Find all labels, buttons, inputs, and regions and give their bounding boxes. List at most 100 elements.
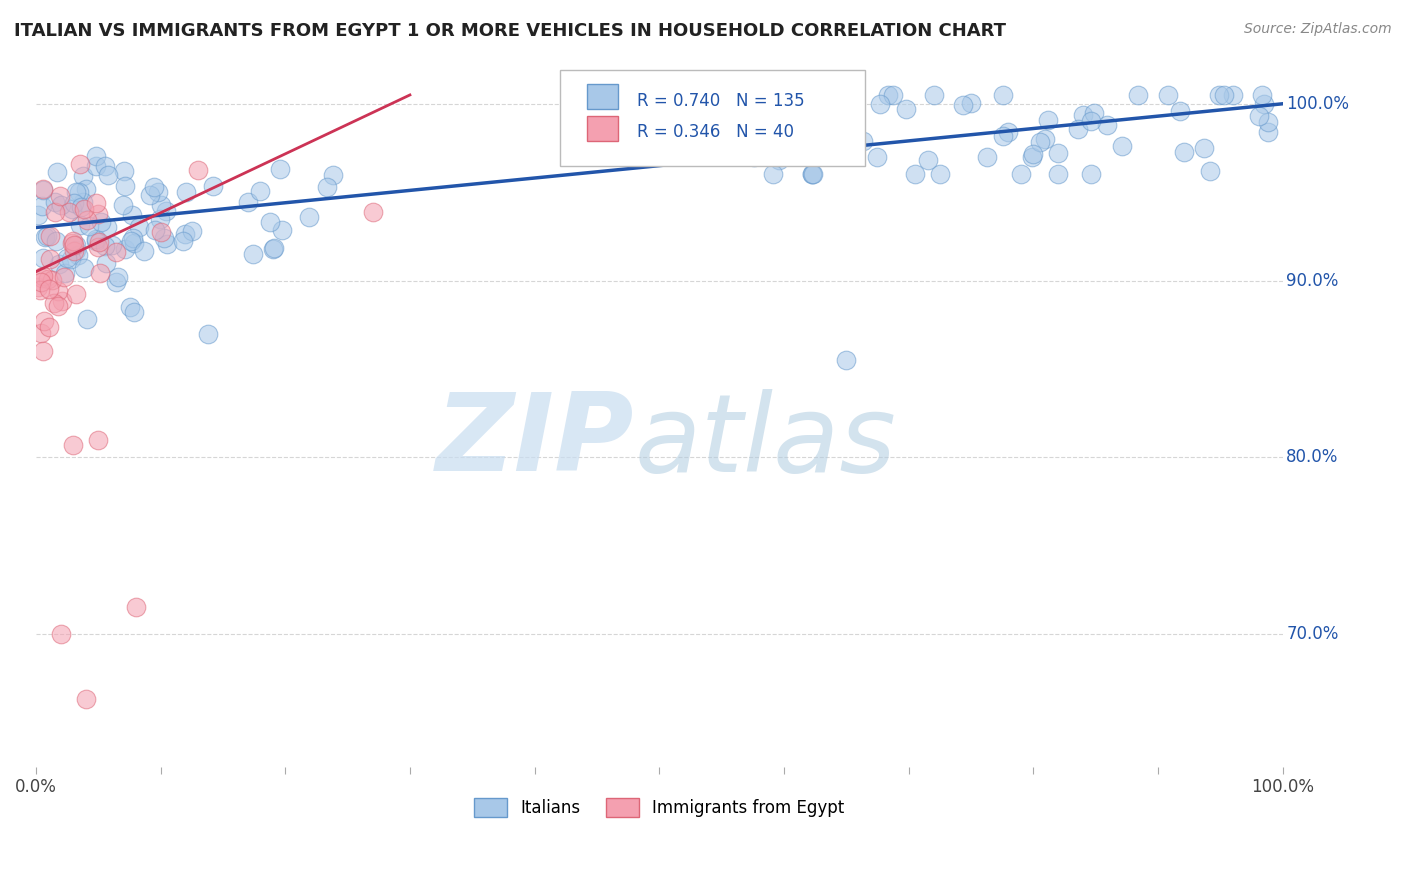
Text: R = 0.740   N = 135: R = 0.740 N = 135: [637, 92, 804, 110]
Point: [30, 326, 52, 340]
Point: [59, 252, 82, 266]
Point: [38, 319, 60, 334]
Point: [32, 252, 55, 266]
Point: [1111, 139, 1133, 153]
Point: [76, 213, 98, 227]
Point: [1067, 121, 1090, 136]
Point: [31, 268, 53, 283]
Point: [67, 186, 90, 200]
Point: [49, 627, 72, 641]
Point: [361, 205, 384, 219]
Point: [1257, 125, 1279, 139]
Point: [187, 163, 209, 178]
Point: [821, 96, 844, 111]
Point: [803, 168, 825, 182]
Bar: [586, 116, 619, 141]
Point: [112, 198, 135, 212]
Point: [84, 196, 107, 211]
Point: [976, 150, 998, 164]
Text: 80.0%: 80.0%: [1286, 449, 1339, 467]
Point: [120, 300, 142, 314]
Point: [46, 299, 69, 313]
Point: [31, 270, 53, 285]
Text: 100.0%: 100.0%: [1286, 95, 1350, 112]
Point: [37, 272, 59, 286]
Point: [32, 344, 55, 359]
Point: [93, 239, 115, 253]
Point: [30, 276, 52, 290]
Point: [49, 189, 72, 203]
Point: [39, 252, 62, 266]
Point: [1213, 87, 1236, 102]
Point: [1257, 114, 1279, 128]
Point: [150, 198, 173, 212]
Point: [72, 169, 94, 184]
Bar: [586, 85, 619, 109]
Point: [740, 129, 762, 144]
Point: [1173, 145, 1195, 160]
Point: [259, 215, 281, 229]
Point: [44, 205, 66, 219]
Point: [1022, 146, 1045, 161]
Point: [1033, 132, 1056, 146]
Point: [51, 293, 73, 308]
Point: [30, 283, 52, 297]
Point: [1080, 114, 1102, 128]
Point: [53, 269, 76, 284]
Point: [768, 153, 790, 168]
Point: [84, 159, 107, 173]
Point: [744, 150, 766, 164]
Point: [1157, 87, 1180, 102]
Point: [173, 227, 195, 241]
Point: [105, 275, 128, 289]
Point: [997, 125, 1019, 139]
Text: 90.0%: 90.0%: [1286, 271, 1339, 290]
Point: [1247, 109, 1270, 123]
Point: [143, 179, 166, 194]
Point: [73, 260, 96, 275]
Legend: Italians, Immigrants from Egypt: Italians, Immigrants from Egypt: [465, 789, 853, 825]
Point: [1021, 150, 1043, 164]
Point: [904, 168, 927, 182]
Point: [44, 296, 66, 310]
Point: [768, 151, 790, 165]
Point: [94, 159, 117, 173]
Point: [800, 168, 823, 182]
Point: [156, 237, 179, 252]
Point: [197, 326, 219, 341]
Point: [31, 182, 53, 196]
Point: [32, 183, 55, 197]
Point: [62, 438, 84, 452]
Point: [1071, 108, 1094, 122]
Point: [114, 179, 136, 194]
Point: [122, 235, 145, 250]
Point: [32, 314, 55, 328]
Point: [51, 198, 73, 212]
Point: [84, 232, 107, 246]
Point: [262, 242, 284, 256]
Point: [56, 251, 79, 265]
Point: [96, 256, 118, 270]
Point: [72, 202, 94, 216]
Point: [63, 195, 86, 210]
Point: [1010, 168, 1032, 182]
Text: ZIP: ZIP: [436, 388, 634, 494]
Point: [75, 692, 97, 706]
Point: [87, 235, 110, 249]
Text: Source: ZipAtlas.com: Source: ZipAtlas.com: [1244, 22, 1392, 37]
Point: [1208, 87, 1230, 102]
Point: [86, 240, 108, 254]
Point: [1047, 168, 1070, 182]
Point: [181, 224, 204, 238]
Text: 70.0%: 70.0%: [1286, 625, 1339, 643]
Point: [104, 244, 127, 259]
Point: [174, 185, 197, 199]
Text: atlas: atlas: [634, 389, 896, 494]
Point: [62, 234, 84, 248]
Point: [87, 207, 110, 221]
Point: [145, 223, 167, 237]
Point: [1029, 136, 1052, 150]
Point: [1192, 141, 1215, 155]
Point: [201, 179, 224, 194]
Point: [65, 238, 87, 252]
